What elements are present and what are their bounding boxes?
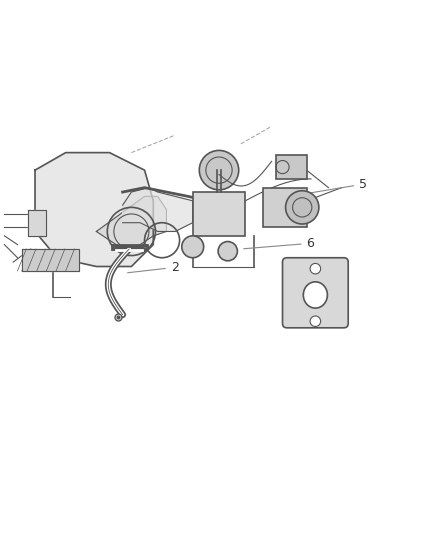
Circle shape <box>310 263 321 274</box>
Polygon shape <box>35 152 153 266</box>
Polygon shape <box>96 197 166 249</box>
Text: 6: 6 <box>244 237 314 250</box>
Polygon shape <box>22 249 79 271</box>
Polygon shape <box>123 188 193 231</box>
Text: 2: 2 <box>127 261 179 274</box>
Circle shape <box>182 236 204 258</box>
Bar <box>263 188 307 227</box>
Circle shape <box>286 191 319 224</box>
Text: 1: 1 <box>280 309 295 322</box>
Ellipse shape <box>303 282 328 308</box>
Circle shape <box>310 316 321 327</box>
Text: 5: 5 <box>305 177 367 194</box>
Circle shape <box>218 241 237 261</box>
Circle shape <box>199 150 239 190</box>
Bar <box>193 192 245 236</box>
FancyBboxPatch shape <box>283 258 348 328</box>
Bar <box>276 155 307 179</box>
Polygon shape <box>28 209 46 236</box>
